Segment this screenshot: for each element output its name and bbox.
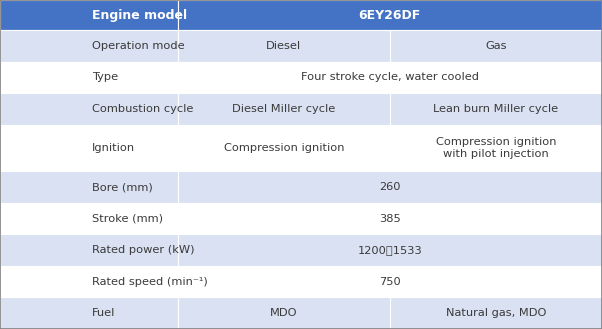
- Text: Natural gas, MDO: Natural gas, MDO: [446, 308, 546, 318]
- Text: Combustion cycle: Combustion cycle: [92, 104, 193, 114]
- Bar: [390, 297, 602, 329]
- Text: 1200～1533: 1200～1533: [358, 245, 422, 255]
- Text: MDO: MDO: [270, 308, 297, 318]
- Bar: [0, 203, 178, 234]
- Bar: [178, 234, 602, 266]
- Bar: [178, 171, 602, 203]
- Text: Ignition: Ignition: [92, 143, 135, 153]
- Text: Lean burn Miller cycle: Lean burn Miller cycle: [433, 104, 559, 114]
- Bar: [178, 266, 602, 297]
- Text: Four stroke cycle, water cooled: Four stroke cycle, water cooled: [301, 72, 479, 82]
- Text: Diesel: Diesel: [266, 41, 302, 51]
- Text: Rated power (kW): Rated power (kW): [92, 245, 194, 255]
- Text: 6EY26DF: 6EY26DF: [359, 9, 421, 21]
- Bar: [0, 171, 178, 203]
- Text: Type: Type: [92, 72, 118, 82]
- Bar: [178, 93, 390, 125]
- Bar: [0, 0, 178, 30]
- Bar: [178, 203, 602, 234]
- Bar: [178, 125, 390, 171]
- Text: 750: 750: [379, 277, 401, 287]
- Bar: [0, 266, 178, 297]
- Text: Stroke (mm): Stroke (mm): [92, 214, 163, 224]
- Bar: [0, 62, 178, 93]
- Text: Operation mode: Operation mode: [92, 41, 184, 51]
- Text: 260: 260: [379, 182, 400, 192]
- Bar: [0, 93, 178, 125]
- Bar: [0, 30, 178, 62]
- Bar: [178, 0, 602, 30]
- Bar: [178, 297, 390, 329]
- Text: 385: 385: [379, 214, 401, 224]
- Bar: [390, 125, 602, 171]
- Bar: [390, 93, 602, 125]
- Text: Bore (mm): Bore (mm): [92, 182, 152, 192]
- Text: Gas: Gas: [485, 41, 507, 51]
- Text: Compression ignition: Compression ignition: [223, 143, 344, 153]
- Text: Diesel Miller cycle: Diesel Miller cycle: [232, 104, 335, 114]
- Bar: [0, 125, 178, 171]
- Text: Engine model: Engine model: [92, 9, 187, 21]
- Bar: [0, 234, 178, 266]
- Text: Fuel: Fuel: [92, 308, 115, 318]
- Bar: [178, 30, 390, 62]
- Bar: [178, 62, 602, 93]
- Text: Rated speed (min⁻¹): Rated speed (min⁻¹): [92, 277, 208, 287]
- Bar: [390, 30, 602, 62]
- Bar: [0, 297, 178, 329]
- Text: Compression ignition
with pilot injection: Compression ignition with pilot injectio…: [436, 137, 556, 159]
